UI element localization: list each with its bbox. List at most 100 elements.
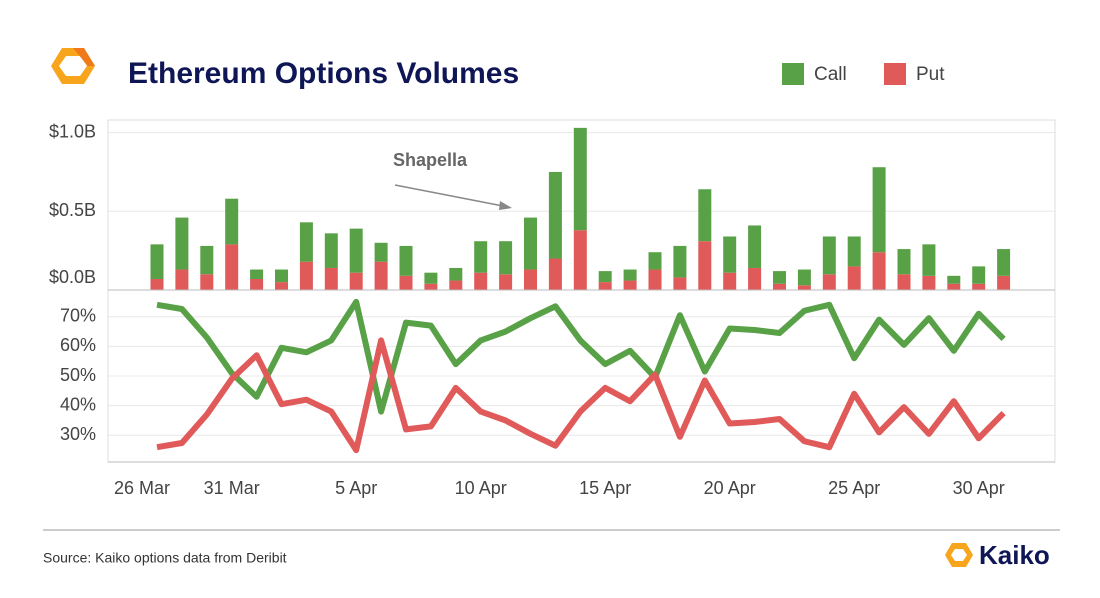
bar-segment — [449, 280, 463, 290]
bar-segment — [972, 283, 986, 290]
bar-segment — [723, 236, 737, 273]
bar-segment — [250, 278, 264, 290]
bar-segment — [499, 241, 513, 275]
bar-segment — [573, 127, 587, 231]
source: Source: Kaiko options data from Deribit — [43, 550, 287, 566]
bar-segment — [299, 222, 313, 262]
bar-segment — [424, 272, 438, 284]
bar-segment — [200, 245, 214, 275]
bar-segment — [250, 269, 264, 279]
bar-segment — [225, 244, 239, 290]
bar-segment — [623, 269, 637, 281]
chart-title: Ethereum Options Volumes — [128, 57, 519, 90]
bar-segment — [748, 225, 762, 268]
bar-segment — [573, 230, 587, 290]
x-tick-label: 20 Apr — [704, 478, 756, 498]
bar-segment — [449, 267, 463, 281]
y-tick-label: 30% — [60, 424, 96, 444]
bar-segment — [474, 241, 488, 273]
bar-segment — [997, 249, 1011, 276]
legend-label: Call — [814, 64, 847, 85]
bar-segment — [623, 280, 637, 290]
bar-segment — [773, 271, 786, 284]
bar-segment — [997, 275, 1011, 290]
x-tick-label: 10 Apr — [455, 478, 507, 498]
brand-logo — [945, 543, 973, 567]
bar-segment — [150, 278, 164, 290]
bar-segment — [524, 217, 537, 270]
annotation-arrow — [394, 184, 512, 210]
y-tick-label: $0.0B — [49, 267, 96, 287]
legend-swatch — [884, 63, 906, 85]
x-tick-label: 30 Apr — [953, 478, 1005, 498]
bar-segment — [822, 274, 836, 290]
bar-segment — [773, 283, 786, 290]
bar-segment — [598, 282, 612, 290]
bar-segment — [499, 274, 513, 290]
y-tick-label: 60% — [60, 335, 96, 355]
brand: Kaiko — [979, 540, 1050, 570]
bar-segment — [897, 274, 911, 290]
bar-segment — [897, 249, 911, 275]
y-tick-label: $0.5B — [49, 200, 96, 220]
bar-segment — [947, 275, 961, 284]
legend-swatch — [782, 63, 804, 85]
bar-segment — [723, 272, 737, 290]
annotation: Shapella — [393, 150, 468, 170]
y-tick-label: 70% — [60, 305, 96, 325]
legend-label: Put — [916, 64, 945, 85]
x-tick-label: 5 Apr — [335, 478, 377, 498]
y-tick-label: 50% — [60, 365, 96, 385]
bar-segment — [548, 258, 562, 290]
y-tick-label: $1.0B — [49, 121, 96, 141]
bar-segment — [175, 269, 189, 290]
bar-segment — [324, 233, 338, 268]
bar-segment — [822, 236, 836, 275]
bar-segment — [349, 272, 363, 290]
line — [156, 337, 1006, 454]
bar-segment — [698, 241, 712, 290]
x-tick-label: 15 Apr — [579, 478, 631, 498]
bar-segment — [524, 269, 537, 290]
bar-segment — [374, 242, 388, 262]
bar-segment — [399, 275, 413, 290]
bar-segment — [648, 252, 662, 270]
bar-segment — [947, 283, 961, 290]
y-tick-label: 40% — [60, 394, 96, 414]
bar-segment — [399, 245, 413, 276]
bar-segment — [299, 261, 313, 290]
bar-segment — [972, 266, 986, 284]
bar-segment — [872, 252, 886, 290]
bar-segment — [648, 269, 662, 290]
bar-segment — [324, 267, 338, 290]
bar-segment — [225, 198, 239, 245]
bar-segment — [673, 245, 687, 278]
bar-segment — [424, 283, 438, 290]
bar-segment — [673, 277, 687, 290]
x-tick-label: 26 Mar — [114, 478, 170, 498]
bar-segment — [847, 266, 861, 290]
bar-segment — [175, 217, 189, 270]
line — [156, 298, 1006, 415]
bar-segment — [797, 285, 811, 290]
bar-segment — [374, 261, 388, 290]
bar-segment — [275, 269, 288, 283]
bar-segment — [922, 244, 936, 276]
bar-segment — [200, 274, 214, 290]
bar-segment — [872, 167, 886, 253]
bar-segment — [598, 271, 612, 283]
bar-segment — [748, 267, 762, 290]
x-tick-label: 25 Apr — [828, 478, 880, 498]
bar-segment — [349, 228, 363, 273]
bar-segment — [474, 272, 488, 290]
bar-segment — [847, 236, 861, 267]
bar-segment — [548, 171, 562, 259]
bar-segment — [922, 275, 936, 290]
logo — [51, 48, 95, 84]
bar-segment — [275, 282, 288, 290]
bar-segment — [797, 269, 811, 286]
bar-segment — [698, 189, 712, 242]
bar-segment — [150, 244, 164, 279]
x-tick-label: 31 Mar — [204, 478, 260, 498]
